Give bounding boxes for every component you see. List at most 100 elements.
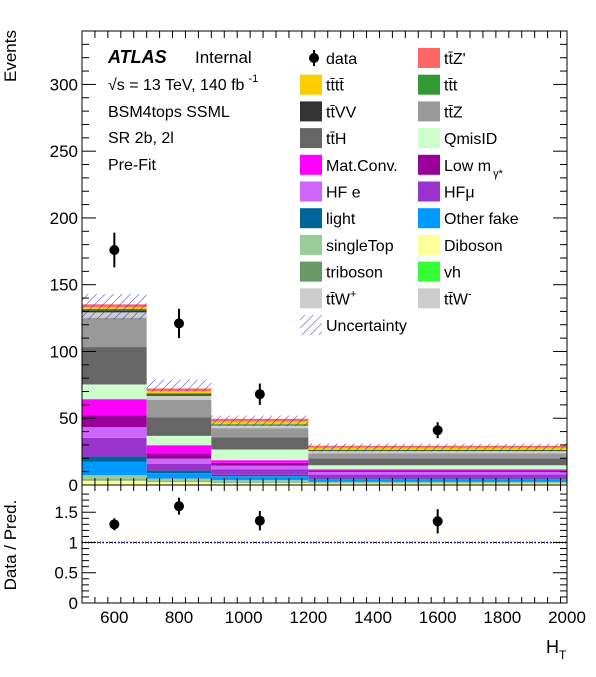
bar-LowMgamma-bin-0 [82,415,147,427]
bar-ttWminus-bin-3 [308,452,567,453]
legend-swatch-vh [418,262,440,282]
bar-LowMgamma-bin-3 [308,471,567,472]
ratio-y-tick-label: 1 [69,533,78,552]
legend-entry-HFe: HF e [300,182,361,202]
data-point-1 [174,318,184,328]
bar-HFmu-bin-2 [211,470,308,475]
bar-HFmu-bin-3 [308,475,567,479]
legend-swatch-triboson [300,262,322,282]
bar-ttH-bin-1 [147,417,212,436]
bar-singleTop-bin-1 [147,479,212,482]
bar-OtherFake-bin-3 [308,479,567,482]
bar-light-bin-0 [82,457,147,462]
bar-ttH-bin-0 [82,347,147,384]
y-axis-title: Events [1,30,20,82]
bar-ttZ-bin-3 [308,453,567,458]
y-tick-label: 50 [59,409,78,428]
y-tick-label: 0 [69,476,78,495]
analysis-label: BSM4tops SSML [108,104,230,121]
legend-label-ttH: tt̄H [326,131,346,148]
plot-labels: ATLAS Internal √s = 13 TeV, 140 fb-1 BSM… [107,47,258,174]
data-point-3 [433,425,443,435]
ratio-point-3 [433,516,443,526]
bar-MatConv-bin-1 [147,445,212,453]
bar-HFe-bin-0 [82,427,147,438]
legend-label-QmisID: QmisID [444,131,497,148]
legend-entry-ttWminus: tt̄W- [418,288,472,308]
legend-entry-light: light [300,208,356,228]
legend-label-ttZprime: tt̄Z' [444,51,466,68]
legend-swatch-MatConv [300,155,322,175]
fit-label: Pre-Fit [108,157,157,174]
bar-ttZ-bin-1 [147,400,212,417]
x-tick-label: 1000 [225,608,263,627]
y-tick-label: 150 [50,276,78,295]
bar-HFmu-bin-1 [147,464,212,471]
legend-entry-triboson: triboson [300,262,383,282]
bar-MatConv-bin-2 [211,460,308,463]
bar-ttZ-bin-0 [82,318,147,347]
stacked-bars [82,304,567,485]
bar-HFe-bin-2 [211,466,308,470]
bar-LowMgamma-bin-2 [211,463,308,466]
x-tick-label: 1800 [483,608,521,627]
bar-HFe-bin-1 [147,459,212,464]
ratio-y-ticks: 00.511.5 [54,494,567,613]
legend-label-HFmu: HFμ [444,185,475,202]
bar-ttZ-bin-2 [211,428,308,437]
internal-label: Internal [195,48,252,67]
x-tick-label: 1600 [419,608,457,627]
x-axis-title: HT [546,637,567,662]
bar-ttt-bin-1 [147,393,212,394]
x-tick-label: 1400 [354,608,392,627]
legend-label-ttVV: tt̄VV [326,104,357,121]
uncertainty-bin-0 [82,294,147,319]
legend-swatch-Diboson [418,235,440,255]
bar-QmisID-bin-1 [147,436,212,445]
legend-entry-tttt: tt̄tt̄ [300,75,344,95]
legend-label-HFe: HF e [326,185,361,202]
legend-label-data: data [326,51,357,68]
bar-Diboson-bin-1 [147,482,212,485]
legend-entry-ttH: tt̄H [300,128,346,148]
legend-label-ttt: tt̄t [444,78,458,95]
bar-ttVV-bin-1 [147,394,212,395]
bar-HFmu-bin-0 [82,438,147,457]
legend-label-tttt: tt̄tt̄ [326,78,344,95]
bar-light-bin-3 [308,479,567,480]
uncertainty-bin-1 [147,380,212,392]
legend-entry-ttZprime: tt̄Z' [418,48,466,68]
bar-ttWminus-bin-2 [211,427,308,428]
region-label: SR 2b, 2l [108,130,174,147]
legend-swatch-HFmu [418,182,440,202]
legend-marker-data [309,53,319,63]
bar-triboson-bin-2 [211,482,308,483]
bar-triboson-bin-0 [82,479,147,480]
legend-entry-HFmu: HFμ [418,182,475,202]
bar-light-bin-1 [147,471,212,474]
legend-entry-MatConv: Mat.Conv. [300,155,398,175]
bar-HFe-bin-3 [308,472,567,475]
legend-swatch-ttZprime [418,48,440,68]
bar-light-bin-2 [211,475,308,476]
legend-swatch-tttt [300,75,322,95]
legend-entry-ttZ: tt̄Z [418,101,463,121]
bar-singleTop-bin-2 [211,480,308,482]
bar-ttH-bin-2 [211,437,308,449]
legend-label-uncertainty: Uncertainty [326,318,407,335]
legend-label-MatConv: Mat.Conv. [326,158,398,175]
bar-QmisID-bin-3 [308,465,567,469]
ratio-y-tick-label: 1.5 [54,503,78,522]
ratio-y-tick-label: 0 [69,594,78,613]
ratio-point-2 [255,516,265,526]
legend-swatch-uncertainty [300,315,322,335]
y-tick-label: 200 [50,209,78,228]
legend-swatch-ttWminus [418,288,440,308]
bar-LowMgamma-bin-1 [147,453,212,458]
legend-entry-ttt: tt̄t [418,75,458,95]
legend-label-OtherFake: Other fake [444,211,519,228]
